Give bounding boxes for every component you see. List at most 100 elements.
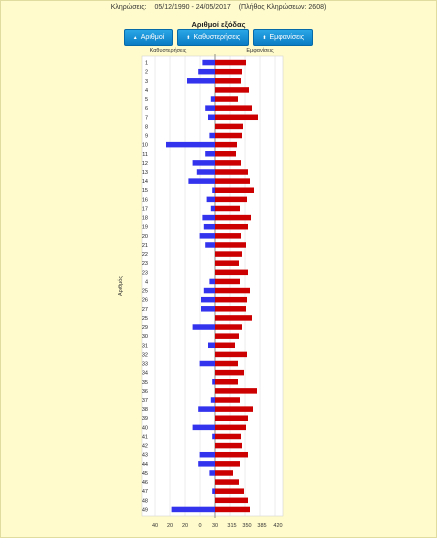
appearance-bar xyxy=(215,196,247,203)
appearance-bar xyxy=(215,488,244,494)
delay-bar xyxy=(202,214,215,221)
delay-bar xyxy=(199,360,215,367)
delay-bar xyxy=(209,470,215,476)
category-label: 20 xyxy=(142,234,148,240)
appearance-bar xyxy=(215,160,241,166)
category-label: 44 xyxy=(142,462,148,468)
category-label: 46 xyxy=(142,480,148,486)
chart-title: Αριθμοί εξόδας xyxy=(191,20,246,29)
sort-arrows-icon: ⬍ xyxy=(186,34,191,41)
appearance-bar xyxy=(215,242,246,248)
y-axis-label: Αριθμός xyxy=(117,276,124,296)
category-label: 43 xyxy=(142,453,148,459)
appearance-bar xyxy=(215,260,239,266)
delay-bar xyxy=(205,151,215,157)
delay-bar xyxy=(210,96,215,102)
appearance-bar xyxy=(215,342,235,349)
appearance-bar xyxy=(215,269,248,276)
appearance-bar xyxy=(215,397,240,403)
category-label: 21 xyxy=(142,243,148,249)
draw-info-range: 05/12/1990 - 24/05/2017 xyxy=(154,4,231,11)
appearance-bar xyxy=(215,233,241,239)
delay-bar xyxy=(203,287,215,294)
x-tick-label: 40 xyxy=(152,523,158,529)
draw-info-count: (Πλήθος Κληρώσεων: 2608) xyxy=(238,4,327,11)
category-label: 34 xyxy=(142,371,148,377)
category-label: 15 xyxy=(142,188,148,194)
appearance-bar xyxy=(215,424,246,431)
category-label: 10 xyxy=(142,143,148,149)
category-label: 33 xyxy=(142,362,148,368)
category-label: 9 xyxy=(145,134,148,140)
appearance-bar xyxy=(215,278,240,285)
delay-bar xyxy=(212,379,215,385)
delay-bar xyxy=(188,178,215,184)
category-label: 36 xyxy=(142,389,148,395)
appearance-bar xyxy=(215,141,237,148)
appearance-bar xyxy=(215,369,244,376)
delay-bar xyxy=(203,223,215,230)
category-label: 8 xyxy=(145,124,148,130)
category-label: 2 xyxy=(145,70,148,76)
draw-info-label: Κληρώσεις: xyxy=(110,4,147,11)
x-tick-label: 385 xyxy=(257,523,266,529)
category-label: 13 xyxy=(142,170,148,176)
appearance-bar xyxy=(215,442,242,449)
appearance-bar xyxy=(215,223,248,230)
appearance-bar xyxy=(215,461,240,467)
category-label: 23 xyxy=(142,270,148,276)
category-label: 11 xyxy=(142,152,148,158)
category-label: 49 xyxy=(142,507,148,513)
delay-bar xyxy=(192,324,215,330)
appearances-series-label: Εμφανίσεις xyxy=(246,48,274,54)
appearance-bar xyxy=(215,506,250,513)
appearance-bar xyxy=(215,451,248,458)
delay-bar xyxy=(209,278,215,285)
category-label: 47 xyxy=(142,489,148,495)
category-label: 4 xyxy=(145,279,148,285)
appearance-bar xyxy=(215,388,257,394)
delay-bar xyxy=(192,160,215,166)
appearance-bar xyxy=(215,433,241,440)
appearance-bar xyxy=(215,187,254,193)
category-label: 7 xyxy=(145,115,148,121)
appearance-bar xyxy=(215,68,242,75)
x-tick-label: 0 xyxy=(198,523,201,529)
appearance-bar xyxy=(215,360,238,367)
sort-appearances-button[interactable]: ⬍ Εμφανίσεις xyxy=(253,29,314,46)
appearance-bar xyxy=(215,87,249,93)
category-label: 27 xyxy=(142,307,148,313)
appearance-bar xyxy=(215,324,242,330)
delay-bar xyxy=(202,59,215,66)
appearance-bar xyxy=(215,479,239,485)
category-label: 25 xyxy=(142,316,148,322)
sort-appearances-label: Εμφανίσεις xyxy=(269,34,305,41)
appearance-bar xyxy=(215,114,258,121)
plot-area xyxy=(141,55,284,517)
appearance-bar xyxy=(215,406,253,412)
draw-info: Κληρώσεις: 05/12/1990 - 24/05/2017 (Πλήθ… xyxy=(0,4,437,11)
delay-bar xyxy=(196,169,215,175)
delay-bar xyxy=(208,342,215,349)
category-label: 39 xyxy=(142,416,148,422)
appearance-bar xyxy=(215,205,240,212)
appearance-bar xyxy=(215,415,248,421)
appearance-bar xyxy=(215,379,238,385)
delay-bar xyxy=(198,406,215,412)
x-tick-label: 20 xyxy=(182,523,188,529)
category-label: 3 xyxy=(145,79,148,85)
appearance-bar xyxy=(215,315,252,321)
delay-bar xyxy=(201,306,215,312)
sort-buttons: ▲ Αριθμοί ⬍ Καθυστερήσεις ⬍ Εμφανίσεις xyxy=(0,29,437,46)
delay-bar xyxy=(199,233,215,239)
sort-numbers-button[interactable]: ▲ Αριθμοί xyxy=(123,29,174,46)
category-label: 23 xyxy=(142,261,148,267)
sort-delays-button[interactable]: ⬍ Καθυστερήσεις xyxy=(177,29,250,46)
category-label: 6 xyxy=(145,106,148,112)
category-label: 25 xyxy=(142,289,148,295)
delay-bar xyxy=(206,196,215,203)
sort-delays-label: Καθυστερήσεις xyxy=(193,34,241,41)
delay-bar xyxy=(212,187,215,193)
delay-bar xyxy=(212,433,215,440)
